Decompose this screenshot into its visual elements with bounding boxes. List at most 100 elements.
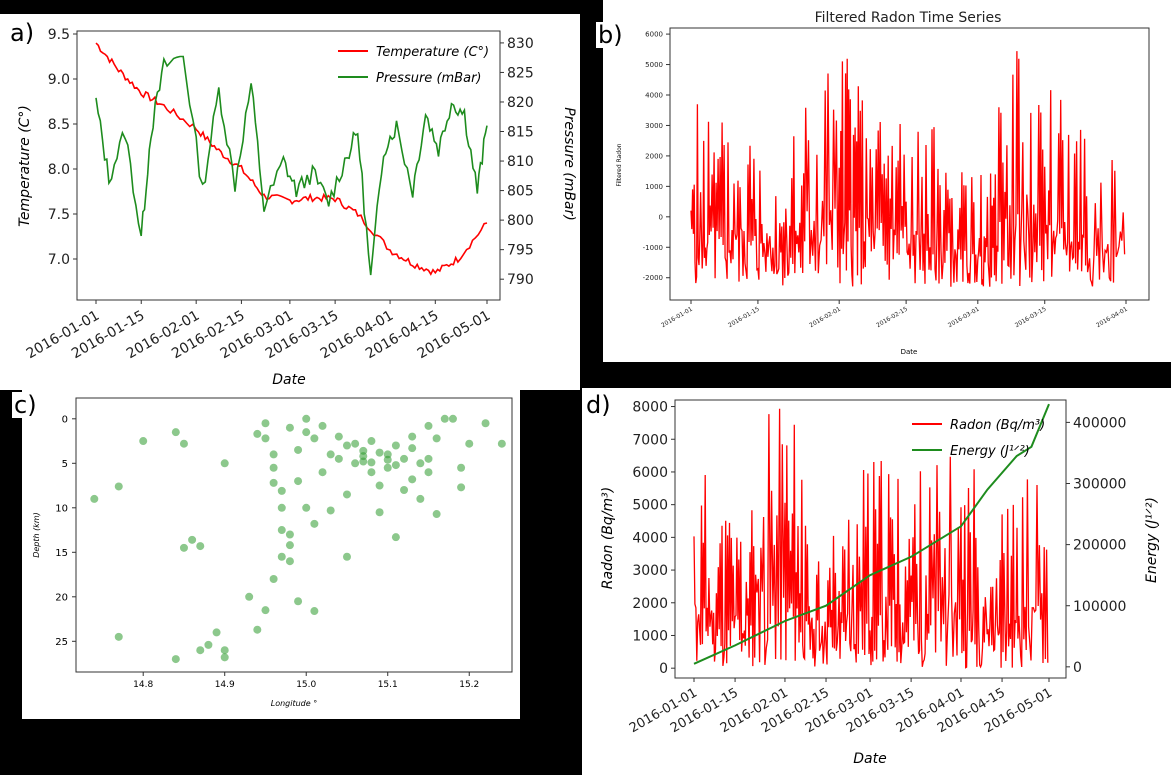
chart-a-ytick-label-2: 8.5 [48, 117, 70, 133]
chart-d-right-ytick-label-0: 400000 [1073, 415, 1126, 431]
scatter-point-7 [188, 535, 197, 544]
chart-d-ytick-label-5: 3000 [632, 563, 668, 579]
panel-label-a: a) [8, 19, 37, 47]
scatter-point-40 [342, 441, 351, 450]
chart-c-xlabel: Longitude ° [271, 699, 317, 708]
chart-d-right-ytick-label-1: 300000 [1073, 477, 1126, 493]
chart-c-ylabel: Depth (km) [32, 512, 41, 558]
chart-b-ytick-label-0: 6000 [645, 31, 663, 39]
scatter-point-2 [114, 632, 123, 641]
chart-a-right-ytick-label-2: 820 [507, 95, 534, 111]
chart-d-ylabel: Radon (Bq/m³) [600, 487, 616, 589]
chart-a-right-ytick-label-7: 795 [507, 243, 534, 259]
scatter-point-42 [342, 552, 351, 561]
scatter-point-14 [220, 653, 229, 662]
chart-d-radon-energy: 8000 7000 6000 5000 4000 3000 2000 1000 0 400000 3… [600, 399, 1160, 767]
chart-c-ytick-label-0: 0 [62, 414, 68, 425]
scatter-point-70 [497, 439, 506, 448]
chart-c-xtick-label-2: 15.0 [296, 680, 316, 690]
chart-b-xtick-label-0: 2016-01-01 [660, 306, 694, 330]
scatter-point-72 [253, 625, 262, 634]
chart-d-right-ytick-label-2: 200000 [1073, 538, 1126, 554]
chart-c-ytick-label-3: 15 [55, 548, 68, 559]
scatter-point-66 [457, 483, 466, 492]
scatter-point-26 [285, 557, 294, 566]
scatter-point-19 [269, 450, 278, 459]
chart-b-ytick-label-8: -2000 [643, 274, 663, 282]
scatter-point-5 [179, 439, 188, 448]
scatter-point-4 [171, 428, 180, 437]
scatter-point-73 [261, 606, 270, 615]
scatter-point-8 [196, 542, 205, 551]
scatter-point-81 [375, 448, 384, 457]
scatter-point-21 [269, 478, 278, 487]
scatter-point-24 [277, 526, 286, 535]
chart-a-right-ytick-label-0: 830 [507, 36, 534, 52]
chart-a-right-ytick-label-4: 810 [507, 154, 534, 170]
chart-c-ytick-label-4: 20 [55, 592, 68, 603]
scatter-point-55 [400, 486, 409, 494]
chart-b-xtick-label-3: 2016-02-15 [875, 306, 909, 330]
scatter-point-38 [334, 432, 343, 441]
scatter-point-16 [253, 429, 262, 438]
legend-radon-label: Radon (Bq/m³) [950, 418, 1045, 433]
chart-a-right-ytick-label-8: 790 [507, 272, 534, 288]
chart-b-xtick-label-1: 2016-01-15 [727, 306, 761, 330]
chart-b-ytick-label-1: 5000 [645, 61, 663, 69]
chart-b-ytick-label-2: 4000 [645, 92, 663, 100]
scatter-point-25 [285, 541, 294, 550]
panel-d: 8000 7000 6000 5000 4000 3000 2000 1000 0 400000 3… [582, 388, 1171, 775]
scatter-point-41 [342, 490, 351, 499]
chart-a-ytick-label-4: 7.5 [48, 207, 70, 223]
scatter-point-12 [212, 628, 221, 637]
scatter-point-84 [424, 468, 433, 477]
scatter-point-15 [220, 459, 229, 468]
scatter-point-64 [440, 414, 449, 423]
scatter-point-87 [383, 455, 392, 464]
scatter-point-49 [375, 508, 384, 517]
chart-b-ytick-label-3: 3000 [645, 122, 663, 130]
chart-b-title: Filtered Radon Time Series [815, 10, 1002, 26]
chart-d-ytick-label-4: 4000 [632, 530, 668, 546]
scatter-point-58 [416, 459, 425, 468]
scatter-point-75 [277, 552, 286, 561]
chart-a-ytick-label-0: 9.5 [48, 27, 70, 43]
radon-series-line [693, 408, 1049, 669]
chart-b-xtick-label-2: 2016-02-01 [808, 306, 842, 330]
chart-a-right-ytick-label-1: 825 [507, 65, 534, 81]
scatter-point-28 [294, 445, 303, 454]
scatter-point-82 [391, 461, 400, 470]
chart-d-ytick-label-6: 2000 [632, 596, 668, 612]
panel-c: 0 5 10 15 20 25 14.8 14.9 15.0 15.1 15.2 Longitude … [22, 390, 520, 719]
chart-b-xtick-label-6: 2016-04-01 [1095, 306, 1129, 330]
scatter-point-71 [245, 592, 254, 601]
chart-b-ytick-label-4: 2000 [645, 152, 663, 160]
chart-b-ytick-label-7: -1000 [643, 244, 663, 252]
chart-c-ytick-label-5: 25 [55, 637, 68, 648]
scatter-point-17 [261, 419, 270, 428]
scatter-point-36 [318, 421, 327, 430]
scatter-point-1 [114, 482, 123, 491]
scatter-point-46 [367, 468, 376, 477]
chart-a-ytick-label-1: 9.0 [48, 72, 70, 88]
scatter-point-59 [416, 494, 425, 503]
filtered-radon-series-line [690, 51, 1126, 287]
chart-b-ytick-label-6: 0 [659, 213, 663, 221]
scatter-point-68 [465, 439, 474, 448]
chart-b-xlabel: Date [901, 348, 918, 356]
scatter-point-47 [367, 437, 376, 446]
scatter-point-18 [261, 434, 270, 443]
scatter-point-79 [326, 450, 335, 459]
scatter-point-43 [351, 459, 360, 468]
scatter-point-20 [269, 463, 278, 472]
chart-c-ytick-label-2: 10 [55, 503, 68, 514]
chart-c-ytick-label-1: 5 [62, 459, 68, 470]
chart-a-ylabel: Temperature (C°) [17, 105, 33, 227]
chart-a-ylabel-right: Pressure (mBar) [561, 107, 577, 221]
chart-a-temperature-pressure: 9.5 9.0 8.5 8.0 7.5 7.0 830 825 820 815 810 805 800 7… [17, 27, 577, 388]
legend-temperature-label: Temperature (C°) [376, 45, 489, 60]
scatter-point-80 [351, 439, 360, 448]
scatter-point-83 [408, 444, 417, 453]
scatter-point-34 [310, 519, 319, 528]
scatter-point-76 [285, 530, 294, 539]
